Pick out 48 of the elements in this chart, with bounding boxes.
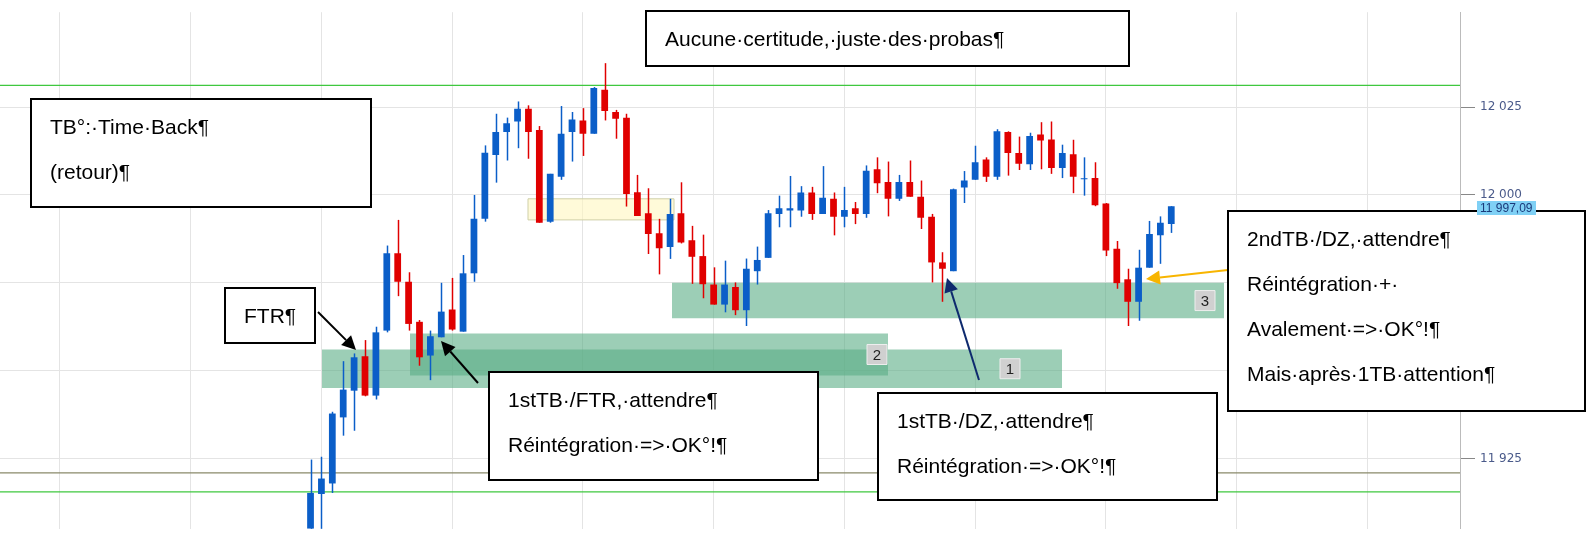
candlestick <box>448 277 456 332</box>
candlestick <box>721 259 728 314</box>
candlestick <box>775 194 783 229</box>
candlestick <box>1015 135 1023 171</box>
candlestick <box>688 225 696 285</box>
candlestick <box>960 170 968 204</box>
candlestick <box>525 104 532 160</box>
candlestick <box>492 113 500 184</box>
candlestick <box>1069 139 1077 194</box>
candlestick <box>906 159 914 198</box>
candlestick <box>568 111 576 163</box>
candlestick <box>808 186 816 221</box>
candlestick <box>427 329 434 381</box>
band-label: 1 <box>1005 359 1015 377</box>
annotation: 2ndTB·/DZ,·attendre¶ Réintégration·+· Avalement·=>·OK°!¶ Mais·après·1TB·attention¶ <box>1247 227 1496 385</box>
candlestick <box>655 218 663 276</box>
candlestick <box>1058 143 1066 179</box>
y-tick-label: 12 025 <box>1480 99 1522 114</box>
candlestick <box>503 116 511 162</box>
candlestick <box>819 165 826 215</box>
candlestick <box>732 281 739 316</box>
candlestick <box>579 107 587 157</box>
y-tick-label: 11 925 <box>1480 450 1522 465</box>
candlestick <box>971 144 979 181</box>
candlestick <box>601 62 609 122</box>
candlestick <box>917 179 925 230</box>
candlestick <box>982 156 990 183</box>
candlestick <box>841 186 848 229</box>
candlestick <box>797 185 805 218</box>
candlestick <box>1124 267 1132 327</box>
candlestick <box>634 174 641 217</box>
candlestick <box>753 245 761 286</box>
candlestick <box>318 456 325 530</box>
candlestick <box>1004 130 1012 177</box>
candlestick <box>851 201 859 225</box>
text: 11 997,09 <box>1477 201 1536 215</box>
candlestick <box>830 191 837 237</box>
band-label: 3 <box>1200 291 1210 309</box>
candlestick <box>939 251 946 303</box>
candlestick <box>710 266 718 306</box>
candlestick <box>612 109 619 140</box>
candlestick <box>514 100 521 149</box>
candlestick <box>1167 205 1175 234</box>
band-label: 2 <box>872 345 882 363</box>
candlestick <box>1157 215 1164 265</box>
y-tick-label: 12 000 <box>1480 187 1522 202</box>
candlestick <box>644 187 652 255</box>
candlestick <box>1037 121 1044 171</box>
